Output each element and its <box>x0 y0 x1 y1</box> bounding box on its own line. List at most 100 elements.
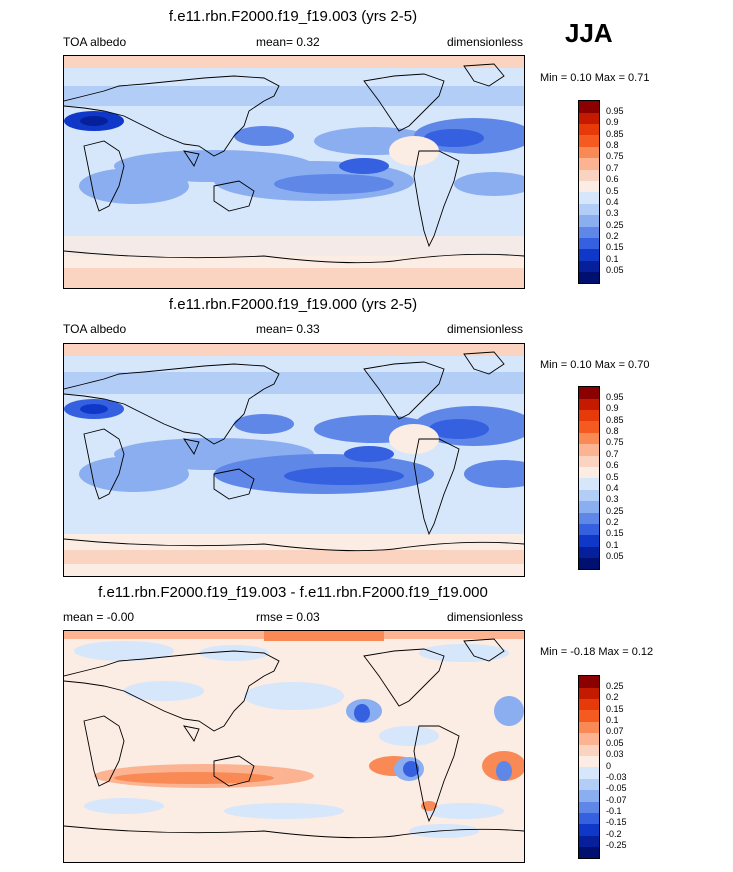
panel-2-colorbar-swatch <box>579 490 599 501</box>
panel-1-map-svg <box>64 56 524 288</box>
panel-2-colorbar-swatch <box>579 433 599 444</box>
panel-2-colorbar-label: 0.85 <box>606 415 624 425</box>
panel-1-colorbar-swatch <box>579 147 599 158</box>
panel-3-colorbar-label: 0.03 <box>606 749 624 759</box>
panel-2-colorbar-label: 0.15 <box>606 528 624 538</box>
panel-1-colorbar-label: 0.8 <box>606 140 619 150</box>
panel-2-colorbar-swatch <box>579 547 599 558</box>
panel-2-colorbar-swatch <box>579 421 599 433</box>
panel-3-colorbar-label: -0.1 <box>606 806 622 816</box>
panel-2-colorbar-label: 0.2 <box>606 517 619 527</box>
panel-2-colorbar-label: 0.25 <box>606 506 624 516</box>
panel-3-colorbar-swatch <box>579 847 599 858</box>
panel-1-colorbar-label: 0.25 <box>606 220 624 230</box>
panel-2-colorbar-label: 0.1 <box>606 540 619 550</box>
panel-2-colorbar-swatch <box>579 456 599 467</box>
panel-1-colorbar-label: 0.95 <box>606 106 624 116</box>
panel-1-colorbar-swatch <box>579 101 599 113</box>
panel-3-colorbar-swatch <box>579 836 599 847</box>
panel-1-colorbar-label: 0.85 <box>606 129 624 139</box>
panel-3-colorbar-swatch <box>579 790 599 802</box>
panel-1-colorbar-swatch <box>579 170 599 181</box>
panel-3-colorbar-swatch <box>579 688 599 699</box>
panel-2-colorbar-swatch <box>579 467 599 478</box>
panel-1-colorbar-swatch <box>579 135 599 147</box>
panel-3-units-label: dimensionless <box>446 610 523 624</box>
panel-2-colorbar-label: 0.6 <box>606 460 619 470</box>
panel-1-colorbar-swatch <box>579 272 599 283</box>
panel-3-colorbar-label: 0.1 <box>606 715 619 725</box>
panel-1-units-label: dimensionless <box>446 35 523 49</box>
panel-1-colorbar-label: 0.7 <box>606 163 619 173</box>
panel-2-colorbar-label: 0.3 <box>606 494 619 504</box>
panel-2-mean-label: mean= 0.33 <box>256 322 320 336</box>
panel-1-colorbar-label: 0.75 <box>606 151 624 161</box>
panel-3-colorbar-swatch <box>579 756 599 767</box>
panel-3-colorbar-label: 0.07 <box>606 726 624 736</box>
panel-3-colorbar-label: -0.15 <box>606 817 627 827</box>
panel-3-minmax: Min = -0.18 Max = 0.12 <box>540 646 654 658</box>
panel-3-title: f.e11.rbn.F2000.f19_f19.003 - f.e11.rbn.… <box>98 584 488 601</box>
panel-1-colorbar-label: 0.05 <box>606 265 624 275</box>
panel-3-colorbar-swatch <box>579 733 599 745</box>
panel-3-colorbar-label: -0.07 <box>606 795 627 805</box>
panel-3-rmse-label: rmse = 0.03 <box>256 610 320 624</box>
panel-2-colorbar-swatch <box>579 387 599 399</box>
panel-2-colorbar-label: 0.9 <box>606 403 619 413</box>
panel-2-colorbar-swatch <box>579 535 599 547</box>
season-label: JJA <box>565 18 613 48</box>
panel-1-colorbar-label: 0.5 <box>606 186 619 196</box>
panel-1-colorbar-label: 0.2 <box>606 231 619 241</box>
panel-2-colorbar <box>578 386 600 570</box>
panel-2-colorbar-label: 0.05 <box>606 551 624 561</box>
panel-3-colorbar-label: -0.2 <box>606 829 622 839</box>
panel-1-colorbar-swatch <box>579 249 599 261</box>
panel-3-mean-label: mean = -0.00 <box>63 610 135 624</box>
panel-1-colorbar-label: 0.3 <box>606 208 619 218</box>
panel-2-colorbar-label: 0.8 <box>606 426 619 436</box>
panel-1-colorbar-label: 0.9 <box>606 117 619 127</box>
panel-2-minmax: Min = 0.10 Max = 0.70 <box>540 359 650 371</box>
panel-1-colorbar-label: 0.15 <box>606 242 624 252</box>
panel-3-colorbar <box>578 675 600 859</box>
panel-1-variable-label: TOA albedo <box>63 35 127 49</box>
panel-1-map <box>63 55 525 289</box>
panel-1-colorbar-swatch <box>579 261 599 272</box>
panel-2-colorbar-swatch <box>579 501 599 513</box>
panel-1-colorbar-label: 0.1 <box>606 254 619 264</box>
panel-2-colorbar-swatch <box>579 524 599 535</box>
panel-3-colorbar-label: 0.2 <box>606 692 619 702</box>
panel-3-colorbar-label: 0.05 <box>606 738 624 748</box>
panel-3-colorbar-swatch <box>579 779 599 790</box>
panel-3-map-svg <box>64 631 524 862</box>
panel-1-title: f.e11.rbn.F2000.f19_f19.003 (yrs 2-5) <box>168 8 418 25</box>
panel-3-colorbar-swatch <box>579 745 599 756</box>
panel-1-colorbar-swatch <box>579 181 599 192</box>
panel-2-map-svg <box>64 344 524 576</box>
panel-2-title: f.e11.rbn.F2000.f19_f19.000 (yrs 2-5) <box>168 296 418 313</box>
panel-1-colorbar-swatch <box>579 204 599 215</box>
panel-3-colorbar-swatch <box>579 813 599 824</box>
panel-2-colorbar-swatch <box>579 399 599 410</box>
panel-3-colorbar-swatch <box>579 710 599 722</box>
panel-2-colorbar-swatch <box>579 410 599 421</box>
panel-3-colorbar-swatch <box>579 767 599 779</box>
panel-3-map <box>63 630 525 863</box>
panel-2-colorbar-swatch <box>579 558 599 569</box>
panel-1-colorbar-swatch <box>579 113 599 124</box>
panel-1-colorbar-swatch <box>579 124 599 135</box>
panel-3-colorbar-swatch <box>579 676 599 688</box>
panel-1-colorbar-label: 0.6 <box>606 174 619 184</box>
panel-3-colorbar-label: -0.25 <box>606 840 627 850</box>
panel-2-colorbar-label: 0.95 <box>606 392 624 402</box>
panel-2-colorbar-label: 0.75 <box>606 437 624 447</box>
panel-1-colorbar-swatch <box>579 215 599 227</box>
panel-3-colorbar-label: 0 <box>606 761 612 771</box>
panel-3-colorbar-swatch <box>579 802 599 813</box>
panel-1-minmax: Min = 0.10 Max = 0.71 <box>540 72 650 84</box>
panel-3-colorbar-label: -0.03 <box>606 772 627 782</box>
panel-1-colorbar-swatch <box>579 192 599 204</box>
panel-3-colorbar-swatch <box>579 699 599 710</box>
panel-3-colorbar-label: 0.15 <box>606 704 624 714</box>
panel-2-colorbar-swatch <box>579 513 599 524</box>
